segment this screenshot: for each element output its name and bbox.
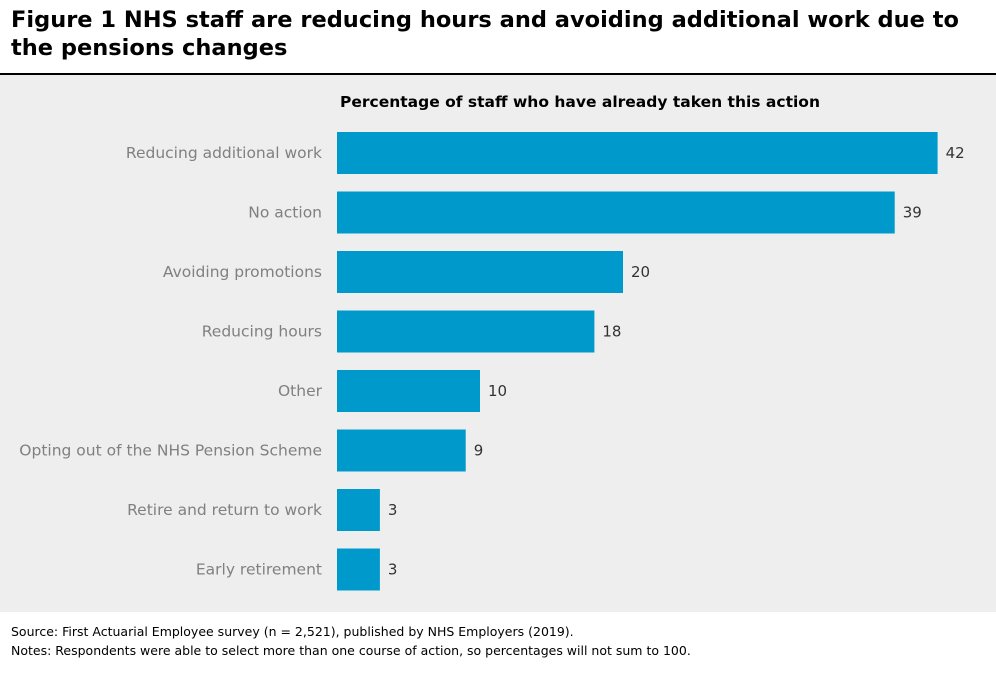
value-label: 3	[388, 561, 398, 579]
bar-retire-and-return-to-work	[337, 489, 380, 531]
category-label: Reducing hours	[202, 323, 322, 341]
footnotes: Source: First Actuarial Employee survey …	[11, 622, 691, 660]
bar-avoiding-promotions	[337, 251, 623, 293]
category-label: Reducing additional work	[126, 144, 322, 162]
value-label: 39	[903, 204, 922, 222]
chart-title: Percentage of staff who have already tak…	[340, 93, 820, 111]
value-label: 18	[602, 323, 621, 341]
category-label: Retire and return to work	[127, 501, 322, 519]
bar-reducing-hours	[337, 310, 595, 353]
bar-no-action	[337, 191, 895, 234]
bar-chart: Percentage of staff who have already tak…	[19, 93, 965, 591]
bar-early-retirement	[337, 548, 380, 591]
source-note: Source: First Actuarial Employee survey …	[11, 624, 574, 639]
chart-panel: Percentage of staff who have already tak…	[0, 75, 996, 612]
value-label: 10	[488, 382, 507, 400]
category-label: Early retirement	[196, 561, 322, 579]
bar-other	[337, 370, 480, 412]
title-divider	[0, 73, 996, 75]
value-label: 9	[474, 442, 484, 460]
value-label: 42	[946, 144, 965, 162]
value-label: 3	[388, 501, 398, 519]
bar-opting-out-of-the-nhs-pension-scheme	[337, 429, 466, 472]
figure-title: Figure 1 NHS staff are reducing hours an…	[11, 7, 959, 61]
category-label: Avoiding promotions	[163, 263, 322, 281]
category-label: No action	[248, 204, 322, 222]
bar-reducing-additional-work	[337, 132, 938, 174]
category-label: Opting out of the NHS Pension Scheme	[19, 442, 322, 460]
value-label: 20	[631, 263, 650, 281]
notes-text: Notes: Respondents were able to select m…	[11, 643, 691, 658]
category-label: Other	[278, 382, 323, 400]
